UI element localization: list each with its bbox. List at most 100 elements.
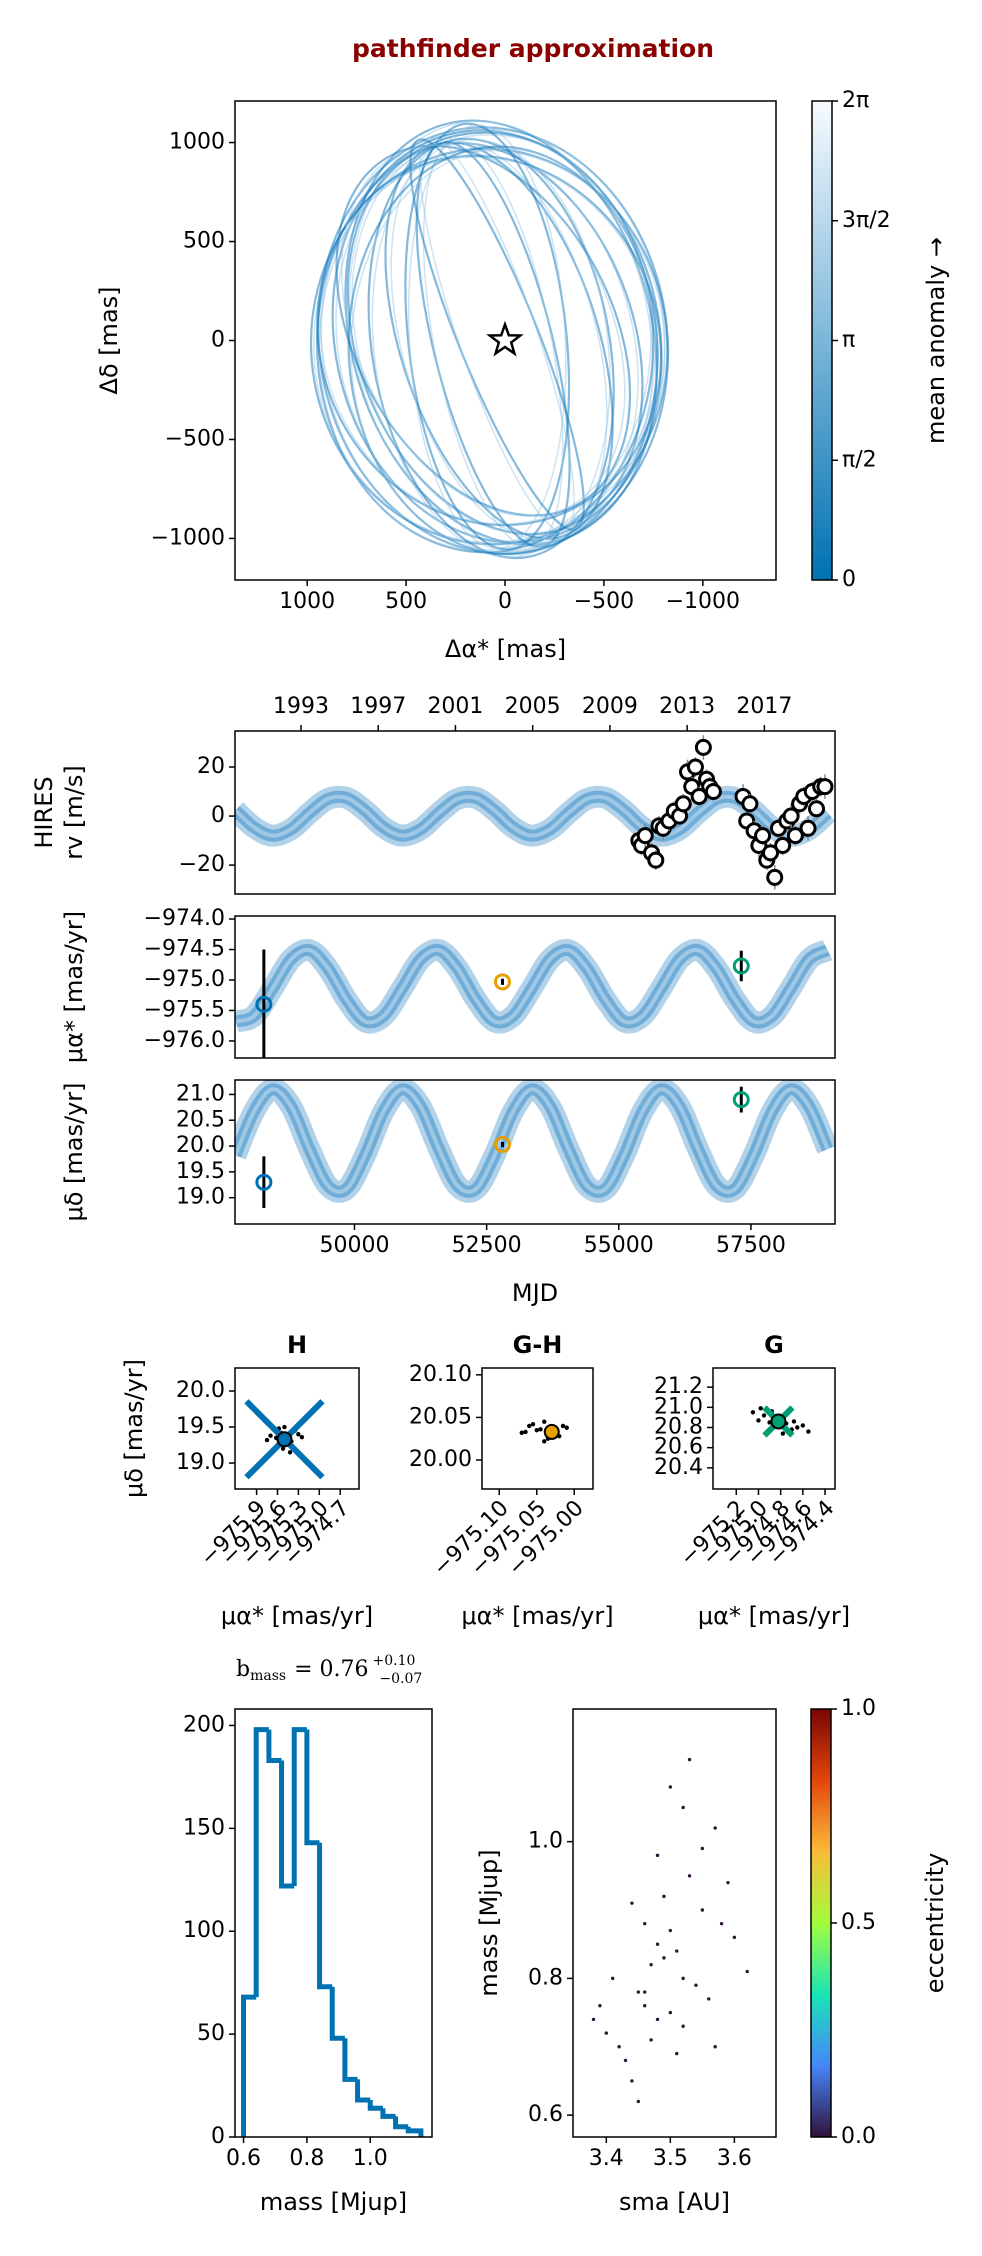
y-tick-label: 500 [183,229,225,254]
colorbar-tick-label: 2π [842,88,869,113]
scatter-dot [719,1921,724,1926]
plot-area [235,916,835,1058]
scatter-dot [655,1853,660,1858]
sample-dot [756,1418,761,1423]
sample-dot [296,1432,301,1437]
y-tick-label: 21.0 [176,1081,225,1106]
y-axis-label: HIRES [30,776,58,848]
sample-dot [530,1422,536,1427]
x-tick-label: 52500 [452,1233,522,1258]
scatter-dot [598,2004,602,2008]
histogram-bin [342,2038,358,2082]
histogram-bin [279,1760,295,1889]
scatter-dot [675,2051,679,2056]
scatter-dot [611,1976,615,1981]
orbit [404,122,571,551]
plot-frame [712,1367,836,1490]
histogram-bin [253,1727,269,1998]
sample-dot [523,1429,528,1435]
y-tick-label: 21.0 [654,1394,703,1419]
sample-dot [542,1439,547,1444]
top-x-tick-label: 2013 [659,694,715,719]
y-tick-label: 20.00 [409,1447,472,1472]
data-point [686,758,704,776]
orbit-highlight [419,137,575,533]
model-band [235,1087,830,1194]
histogram-bin [405,2126,424,2137]
x-tick-label: 3.6 [717,2146,752,2171]
star [486,320,524,357]
x-tick-label: 0.6 [226,2146,261,2171]
y-tick-label: −975.0 [144,967,225,992]
sample-dot [264,1437,270,1443]
y-tick-label: 20.10 [409,1362,472,1387]
plot-area [573,1709,776,2137]
x-tick-label: −500 [574,589,634,614]
histogram-bin [291,1727,307,1886]
sample-dot [761,1413,767,1418]
top-x-tick-label: 2005 [505,694,561,719]
annotation: bmass = 0.76 +0.10 −0.07 [236,1653,422,1687]
data-point [732,1091,750,1109]
top-x-tick-label: 2001 [427,694,483,719]
x-axis-label: mass [Mjup] [260,2188,407,2216]
histogram-bin [329,1986,345,2041]
y-tick-label: 1000 [169,130,225,155]
scatter-dot [662,1956,666,1960]
x-tick-label: 1000 [279,589,335,614]
annotation-part: = 0.76 [294,1657,368,1682]
colorbar-label: eccentricity [921,1853,949,1994]
y-tick-label: 0.8 [528,1965,563,1990]
data-point [766,868,784,886]
sample-dot [534,1428,539,1433]
histogram-bin [380,2108,396,2119]
scatter-dot [681,1976,685,1981]
data-point [807,800,825,818]
x-tick-label: 3.5 [653,2146,688,2171]
y-tick-label: 19.5 [176,1159,225,1184]
sample-dot [564,1425,569,1430]
orbit-highlight [340,144,626,517]
top-x-tick-label: 2009 [582,694,638,719]
top-x-tick-label: 1997 [350,694,406,719]
x-tick-label: 0.8 [289,2146,324,2171]
data-point [782,807,800,825]
sample-dot [800,1423,806,1428]
plot-content [309,119,670,560]
y-tick-label: 21.2 [654,1374,703,1399]
annotation-part: −0.07 [379,1671,422,1687]
scatter-dot [707,1997,711,2001]
data-point [674,795,692,813]
plot-area [235,1709,432,2137]
annotation-part: mass [250,1668,286,1684]
colorbar-tick-label: π/2 [842,447,877,472]
data-point [255,995,273,1013]
sample-dot [758,1406,763,1411]
x-tick-label: 3.4 [589,2146,624,2171]
plot-frame [234,1708,433,2138]
scatter-dot [643,1921,647,1926]
sample-dot [287,1450,293,1455]
colorbar-label: mean anomaly → [922,237,950,444]
panel-title: H [287,1331,307,1359]
scatter-dot [675,1949,679,1953]
colorbar [811,100,833,581]
sample-dot [750,1410,756,1415]
scatter-dot [694,1983,698,1987]
sample-dot [268,1433,273,1438]
orbit [347,145,659,556]
scatter-dot [649,2038,653,2042]
plot-frame [234,1079,836,1225]
scatter-dot [643,1990,647,1994]
scatter-dot [655,1942,660,1946]
scatter-dot [681,1805,685,1810]
scatter-dot [630,1901,634,1905]
plot-frame [234,1367,360,1490]
histogram-bin [317,1842,333,1990]
colorbar-tick-label: 0.5 [841,1910,876,1935]
y-tick-label: 20.05 [409,1404,472,1429]
y-tick-label: 19.5 [176,1414,225,1439]
x-tick-label: 55000 [584,1233,654,1258]
